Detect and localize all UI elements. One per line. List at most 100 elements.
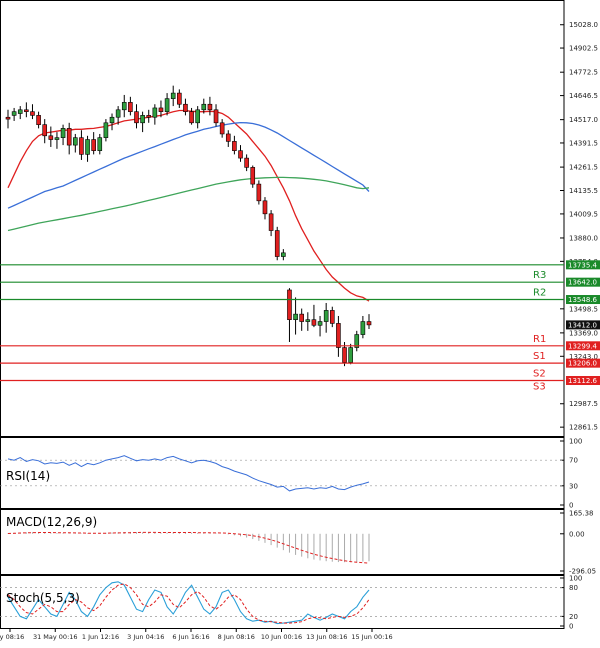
- candle: [336, 315, 341, 357]
- candle-body-up: [115, 109, 121, 118]
- price-axis-label: 14261.5: [569, 164, 598, 172]
- candle-body-down: [262, 200, 268, 215]
- rsi-axis-label: 0: [569, 502, 573, 510]
- candle-body-down: [366, 321, 372, 326]
- candle: [195, 106, 200, 129]
- moving-average-line-2: [7, 176, 370, 232]
- time-axis-label: 8 Jun 08:16: [218, 633, 255, 641]
- stoch-axis-label: 80: [569, 584, 578, 592]
- candle: [36, 111, 41, 129]
- candle-body-down: [311, 319, 317, 326]
- candle: [5, 109, 11, 129]
- candle-body-down: [183, 103, 188, 112]
- candle: [85, 135, 90, 162]
- candle-body-up: [121, 102, 127, 111]
- price-axis-label: 12861.5: [569, 424, 598, 432]
- candle: [48, 126, 54, 147]
- candle-body-up: [360, 321, 366, 335]
- candle-body-down: [177, 92, 182, 105]
- candle-body-up: [323, 310, 329, 322]
- candle-body-down: [158, 107, 164, 112]
- candle: [299, 308, 304, 331]
- time-axis-label: 3 Jun 04:16: [127, 633, 164, 641]
- macd-axis-label: 0.00: [569, 530, 585, 538]
- candle-body-up: [85, 139, 90, 155]
- candle-body-down: [36, 115, 41, 125]
- candle-body-up: [60, 128, 66, 138]
- candle-body-down: [219, 122, 225, 135]
- pivot-level-badge: [566, 358, 600, 368]
- candle: [323, 302, 329, 333]
- moving-average-line-0: [7, 109, 370, 302]
- candle: [91, 132, 96, 155]
- time-axis-label: 10 Jun 00:16: [261, 633, 302, 641]
- stoch-signal-line: [7, 583, 370, 624]
- candle: [274, 226, 280, 261]
- candle-body-down: [244, 157, 249, 168]
- candle: [287, 288, 292, 342]
- candle: [177, 89, 182, 108]
- candle-body-down: [48, 135, 54, 140]
- macd-axis-label: -296.05: [569, 568, 596, 576]
- candle: [54, 132, 60, 149]
- candle: [262, 197, 268, 220]
- candle: [183, 98, 188, 116]
- stoch-pane-title: Stoch(5,5,3): [6, 591, 80, 605]
- pivot-level-tag: R1: [533, 334, 546, 345]
- candle: [268, 210, 274, 237]
- candle: [219, 119, 225, 138]
- candle-body-up: [152, 107, 158, 118]
- price-axis-label: 14517.0: [569, 116, 598, 124]
- candle-body-up: [317, 321, 323, 326]
- candle-body-down: [213, 109, 219, 124]
- candle: [134, 104, 139, 129]
- candle-body-up: [293, 313, 298, 320]
- candle: [201, 98, 207, 114]
- pivot-level-tag: S3: [533, 382, 546, 393]
- candle-body-up: [73, 137, 78, 146]
- stoch-axis-label: 20: [569, 613, 578, 621]
- candle-body-down: [91, 139, 96, 151]
- time-axis-label: 15 Jun 00:16: [351, 633, 392, 641]
- candle-body-down: [256, 183, 262, 202]
- pivot-level-badge: [566, 295, 600, 305]
- candle-body-down: [42, 124, 48, 137]
- candle-body-down: [66, 128, 72, 146]
- candle: [317, 315, 323, 337]
- pivot-level-badge: [566, 376, 600, 386]
- pivot-level-value: 13206.0: [568, 360, 597, 368]
- candle-body-up: [195, 109, 200, 124]
- candle: [97, 133, 103, 155]
- pivot-level-tag: S2: [533, 369, 546, 380]
- price-axis-label: 13880.0: [569, 234, 598, 242]
- candle-body-down: [30, 111, 35, 116]
- candle: [115, 106, 121, 125]
- macd-pane-title: MACD(12,26,9): [6, 515, 98, 529]
- candle: [305, 312, 311, 331]
- candle: [238, 145, 243, 162]
- candle-body-down: [5, 116, 11, 120]
- candle-body-up: [140, 115, 145, 124]
- candle-body-down: [146, 115, 152, 118]
- candle-body-down: [128, 102, 133, 112]
- candle: [311, 304, 317, 328]
- candle-body-down: [287, 289, 292, 320]
- candle-body-down: [232, 141, 237, 151]
- candle: [158, 100, 164, 118]
- stoch-axis-label: 0: [569, 623, 573, 631]
- pivot-level-badge: [566, 260, 600, 270]
- pane-frame-2: [0, 509, 565, 575]
- candle-body-up: [348, 347, 353, 363]
- candle: [11, 107, 17, 121]
- candle-body-down: [225, 133, 231, 142]
- price-axis-label: 14772.5: [569, 69, 598, 77]
- time-axis-label: 13 Jun 08:16: [306, 633, 347, 641]
- candle-body-down: [189, 111, 194, 124]
- candle: [366, 314, 372, 329]
- last-price-value: 13412.0: [568, 321, 597, 329]
- pivot-level-value: 13548.6: [568, 296, 597, 304]
- candle: [189, 107, 194, 125]
- candle-body-up: [164, 98, 170, 112]
